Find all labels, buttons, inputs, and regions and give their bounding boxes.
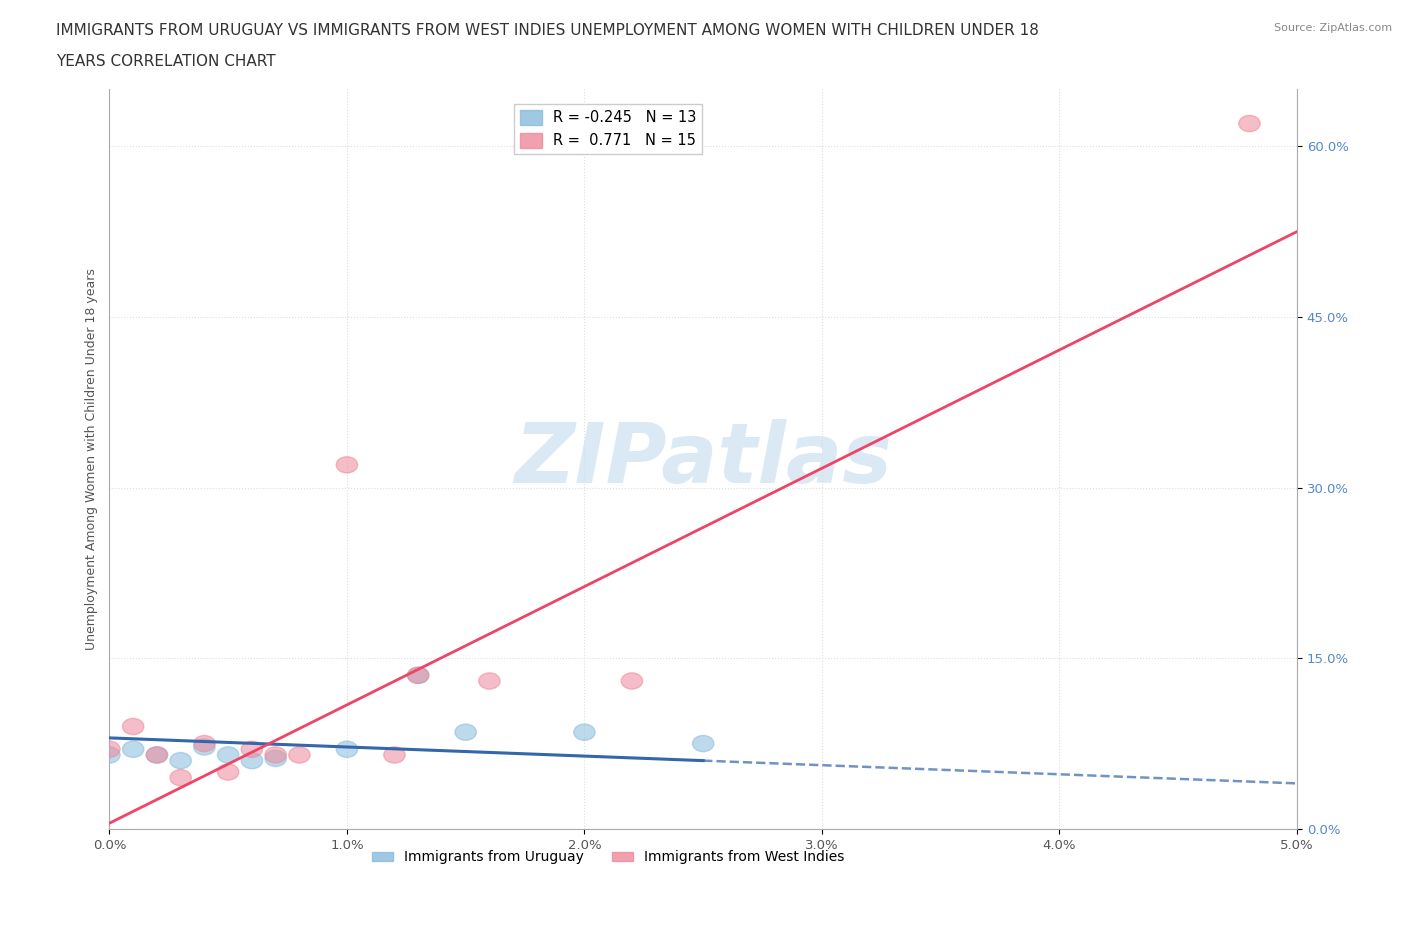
Ellipse shape (384, 747, 405, 764)
Ellipse shape (146, 747, 167, 764)
Text: ZIPatlas: ZIPatlas (515, 418, 893, 499)
Text: YEARS CORRELATION CHART: YEARS CORRELATION CHART (56, 54, 276, 69)
Ellipse shape (1239, 115, 1260, 132)
Ellipse shape (170, 752, 191, 769)
Ellipse shape (288, 747, 311, 764)
Ellipse shape (122, 741, 143, 757)
Ellipse shape (122, 718, 143, 735)
Ellipse shape (170, 769, 191, 786)
Ellipse shape (242, 741, 263, 757)
Ellipse shape (194, 738, 215, 755)
Ellipse shape (146, 747, 167, 764)
Ellipse shape (408, 667, 429, 684)
Ellipse shape (336, 741, 357, 757)
Ellipse shape (264, 747, 287, 764)
Ellipse shape (408, 667, 429, 684)
Text: IMMIGRANTS FROM URUGUAY VS IMMIGRANTS FROM WEST INDIES UNEMPLOYMENT AMONG WOMEN : IMMIGRANTS FROM URUGUAY VS IMMIGRANTS FR… (56, 23, 1039, 38)
Ellipse shape (218, 764, 239, 780)
Y-axis label: Unemployment Among Women with Children Under 18 years: Unemployment Among Women with Children U… (86, 268, 98, 650)
Ellipse shape (264, 751, 287, 766)
Legend: Immigrants from Uruguay, Immigrants from West Indies: Immigrants from Uruguay, Immigrants from… (367, 845, 849, 870)
Ellipse shape (336, 457, 357, 473)
Ellipse shape (574, 724, 595, 740)
Ellipse shape (456, 724, 477, 740)
Text: Source: ZipAtlas.com: Source: ZipAtlas.com (1274, 23, 1392, 33)
Ellipse shape (621, 673, 643, 689)
Ellipse shape (218, 747, 239, 764)
Ellipse shape (98, 747, 120, 764)
Ellipse shape (242, 752, 263, 769)
Ellipse shape (194, 736, 215, 751)
Ellipse shape (693, 736, 714, 751)
Ellipse shape (98, 741, 120, 757)
Ellipse shape (478, 673, 501, 689)
